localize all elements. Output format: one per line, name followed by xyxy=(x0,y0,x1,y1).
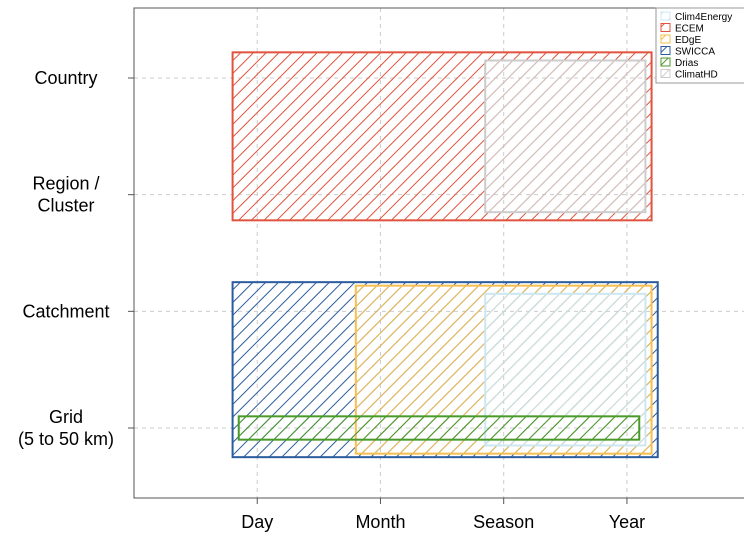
legend-label-clim4energy: Clim4Energy xyxy=(675,12,732,23)
y-tick-label-country: Country xyxy=(34,68,97,88)
legend-swatch-ecem xyxy=(660,23,671,32)
x-tick-label-day: Day xyxy=(241,512,273,532)
plot-frame xyxy=(133,7,744,499)
range-rectangles xyxy=(231,51,659,459)
legend-swatch-clim4energy xyxy=(660,11,671,21)
range-rect-climathd xyxy=(484,59,647,214)
x-tick-label-year: Year xyxy=(609,512,645,532)
range-rect-drias xyxy=(237,415,641,441)
legend-label-swicca: SWICCA xyxy=(675,47,715,58)
legend-label-climathd: ClimatHD xyxy=(675,70,718,81)
legend-swatch-drias xyxy=(660,57,671,67)
y-tick-label-catchment: Catchment xyxy=(22,301,109,321)
legend-box xyxy=(655,7,744,84)
y-tick-label-grid-5-to-50-km: Grid (5 to 50 km) xyxy=(18,407,114,449)
x-tick-label-month: Month xyxy=(355,512,405,532)
legend-swatch-climathd xyxy=(660,69,671,78)
legend-label-edge: EDgE xyxy=(675,35,701,46)
legend-swatch-edge xyxy=(660,34,671,44)
y-tick-label-region-cluster: Region / Cluster xyxy=(32,174,99,216)
legend-label-ecem: ECEM xyxy=(675,24,704,35)
x-tick-label-season: Season xyxy=(473,512,534,532)
legend-swatch-swicca xyxy=(660,46,671,55)
legend-label-drias: Drias xyxy=(675,58,698,69)
axis-ticks: Day Month Season Year Grid (5 to 50 km) Catchm… xyxy=(18,68,645,532)
